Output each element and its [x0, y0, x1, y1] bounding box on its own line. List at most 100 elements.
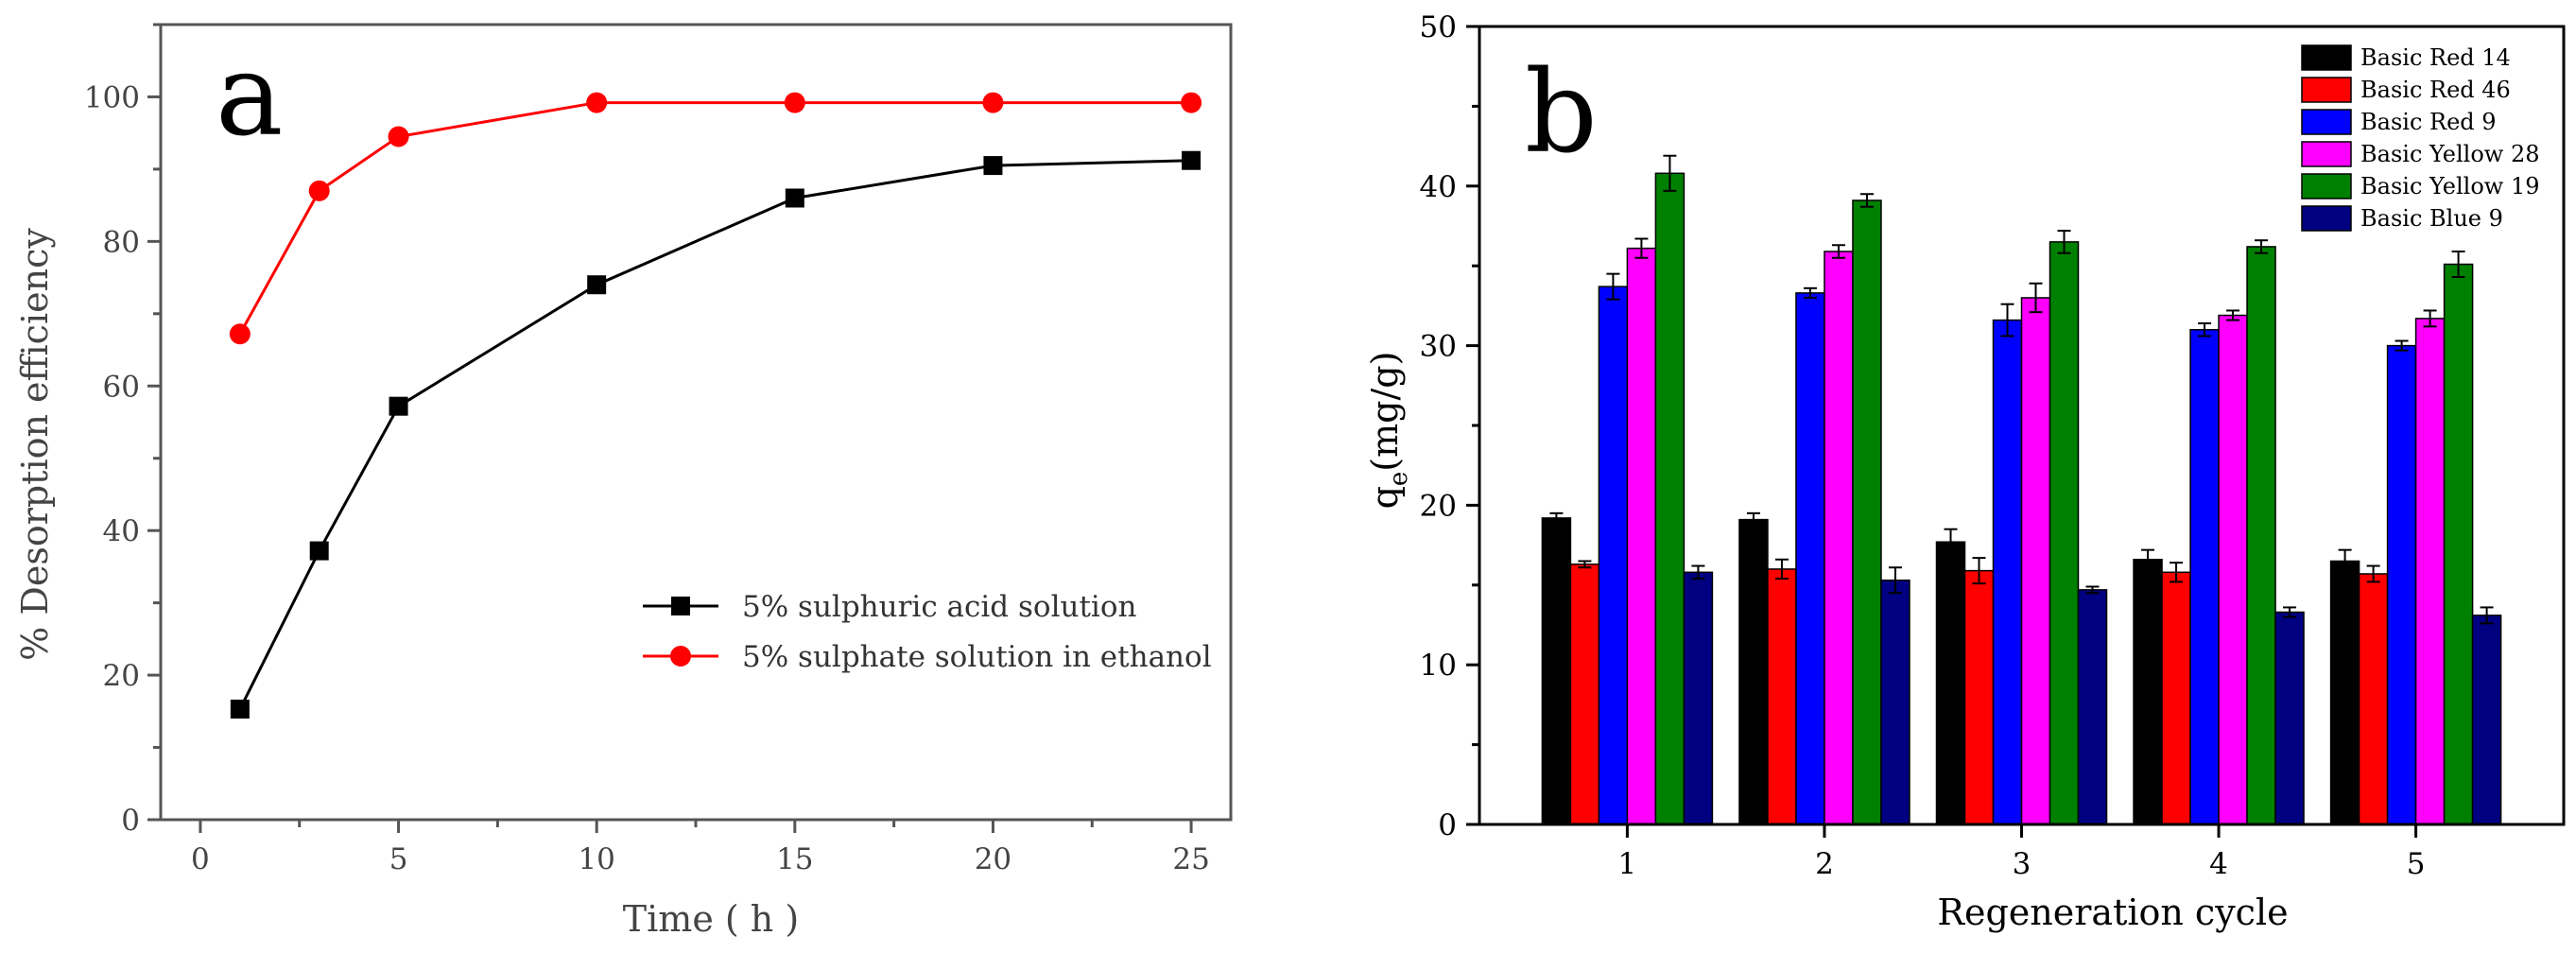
- bar: [2049, 241, 2080, 825]
- legend-label: Basic Red 46: [2360, 77, 2511, 103]
- bar: [2020, 297, 2051, 825]
- data-point-circle: [586, 92, 608, 113]
- x-tick-label: 5: [2407, 847, 2426, 881]
- bar: [2386, 344, 2417, 825]
- data-point-square: [309, 541, 329, 561]
- panel-a-plot-frame: [159, 23, 1233, 822]
- x-tick-label: 4: [2209, 847, 2228, 881]
- y-tick-label: 80: [103, 225, 140, 259]
- y-tick-label: 50: [1420, 10, 1457, 44]
- panel-a-legend: 5% sulphuric acid solution 5% sulphate s…: [643, 590, 1212, 674]
- panel-b-y-axis-title-unit: (mg/g): [1364, 352, 1406, 472]
- bar: [1654, 172, 1686, 825]
- panel-a-y-axis-title: % Desorption efficiency: [14, 228, 56, 661]
- data-point-square: [1182, 150, 1202, 170]
- panel-a-x-tick-labels: 0 5 10 15 20 25: [191, 842, 1210, 876]
- bar: [2077, 589, 2108, 825]
- bar: [1963, 569, 1995, 825]
- bar: [1767, 568, 1797, 825]
- legend-label: Basic Yellow 28: [2360, 141, 2539, 167]
- panel-b-y-axis-title-subscript: e: [1385, 472, 1413, 486]
- data-point-circle: [982, 92, 1004, 113]
- y-tick-label: 60: [103, 370, 140, 404]
- y-tick-label: 10: [1420, 649, 1457, 683]
- x-tick-label: 0: [191, 842, 210, 876]
- legend-swatch: [2301, 77, 2352, 103]
- bar: [2443, 263, 2474, 825]
- panel-b-y-axis-title: qe(mg/g): [1364, 352, 1413, 510]
- series-line-2: [238, 101, 1192, 335]
- panel-a-y-tick-labels: 0 20 40 60 80 100: [84, 80, 140, 838]
- legend-swatch: [2301, 44, 2352, 71]
- x-tick-label: 1: [1618, 847, 1637, 881]
- panel-b-ticks: [1466, 25, 2418, 838]
- bar: [2471, 615, 2502, 825]
- x-tick-label: 3: [2013, 847, 2031, 881]
- x-tick-label: 10: [578, 842, 614, 876]
- bar: [2414, 318, 2446, 825]
- bar: [1541, 517, 1572, 825]
- data-point-circle: [784, 92, 805, 113]
- bar: [1626, 247, 1657, 825]
- legend-swatch: [2301, 205, 2352, 232]
- x-tick-label: 15: [776, 842, 813, 876]
- data-point-circle: [1181, 92, 1202, 113]
- legend-swatch: [2301, 109, 2352, 135]
- panel-a-x-axis-title: Time ( h ): [623, 898, 799, 940]
- legend-label: Basic Yellow 19: [2360, 173, 2539, 199]
- legend-swatch: [2301, 173, 2352, 199]
- bar: [2189, 328, 2220, 825]
- bar: [1880, 579, 1910, 825]
- bar: [1598, 286, 1629, 825]
- data-point-circle: [229, 323, 251, 345]
- bar: [2329, 560, 2360, 825]
- y-tick-label: 40: [103, 514, 140, 548]
- panel-b-y-axis-title-main: q: [1364, 486, 1406, 509]
- legend-label: Basic Red 14: [2360, 44, 2511, 71]
- y-tick-label: 0: [121, 804, 140, 838]
- legend-a-series-1-marker: [671, 597, 690, 615]
- bar: [2274, 611, 2305, 825]
- panel-b-x-tick-labels: 1 2 3 4 5: [1618, 847, 2426, 881]
- data-point-square: [587, 275, 607, 295]
- data-point-circle: [308, 180, 330, 201]
- series-line-1: [238, 159, 1192, 710]
- bar: [1992, 319, 2023, 825]
- bar: [1569, 563, 1600, 825]
- panel-a-ticks: [147, 23, 1193, 833]
- panel-a-line-chart: 0 5 10 15 20 25 0 20 40 60 80 100 a Time ( h ) % D…: [14, 23, 1233, 940]
- y-tick-label: 100: [84, 80, 140, 114]
- panel-a-series: [229, 92, 1202, 719]
- x-tick-label: 2: [1815, 847, 1834, 881]
- bar: [1683, 571, 1714, 825]
- legend-a-series-1-label: 5% sulphuric acid solution: [742, 590, 1136, 624]
- panel-b-error-bars: [1549, 154, 2494, 625]
- bar: [2161, 571, 2191, 825]
- bar: [1824, 251, 1854, 825]
- bar: [2133, 559, 2163, 825]
- x-tick-label: 25: [1172, 842, 1209, 876]
- panel-b-bar-chart: 1 2 3 4 5 0 10 20 30 40 50 b Regeneration cycle q…: [1364, 10, 2566, 933]
- legend-swatch: [2301, 141, 2352, 167]
- bar: [1852, 199, 1882, 825]
- y-tick-label: 20: [1420, 489, 1457, 523]
- y-tick-label: 30: [1420, 330, 1457, 364]
- legend-label: Basic Blue 9: [2360, 205, 2503, 232]
- bar: [2358, 573, 2389, 825]
- x-tick-label: 5: [389, 842, 408, 876]
- x-tick-label: 20: [975, 842, 1011, 876]
- y-tick-label: 20: [103, 659, 140, 693]
- y-tick-label: 40: [1420, 170, 1457, 204]
- bar: [1738, 518, 1769, 825]
- legend-a-series-2-label: 5% sulphate solution in ethanol: [742, 640, 1212, 674]
- data-point-circle: [388, 126, 409, 147]
- panel-b-legend: Basic Red 14 Basic Red 46 Basic Red 9 Basic…: [2301, 44, 2539, 232]
- panel-a-label: a: [216, 30, 284, 162]
- legend-label: Basic Red 9: [2360, 109, 2497, 135]
- y-tick-label: 0: [1438, 808, 1457, 842]
- bar: [2246, 246, 2276, 825]
- panel-b-bars: [1541, 172, 2502, 825]
- data-point-square: [785, 188, 804, 208]
- bar: [1795, 292, 1825, 825]
